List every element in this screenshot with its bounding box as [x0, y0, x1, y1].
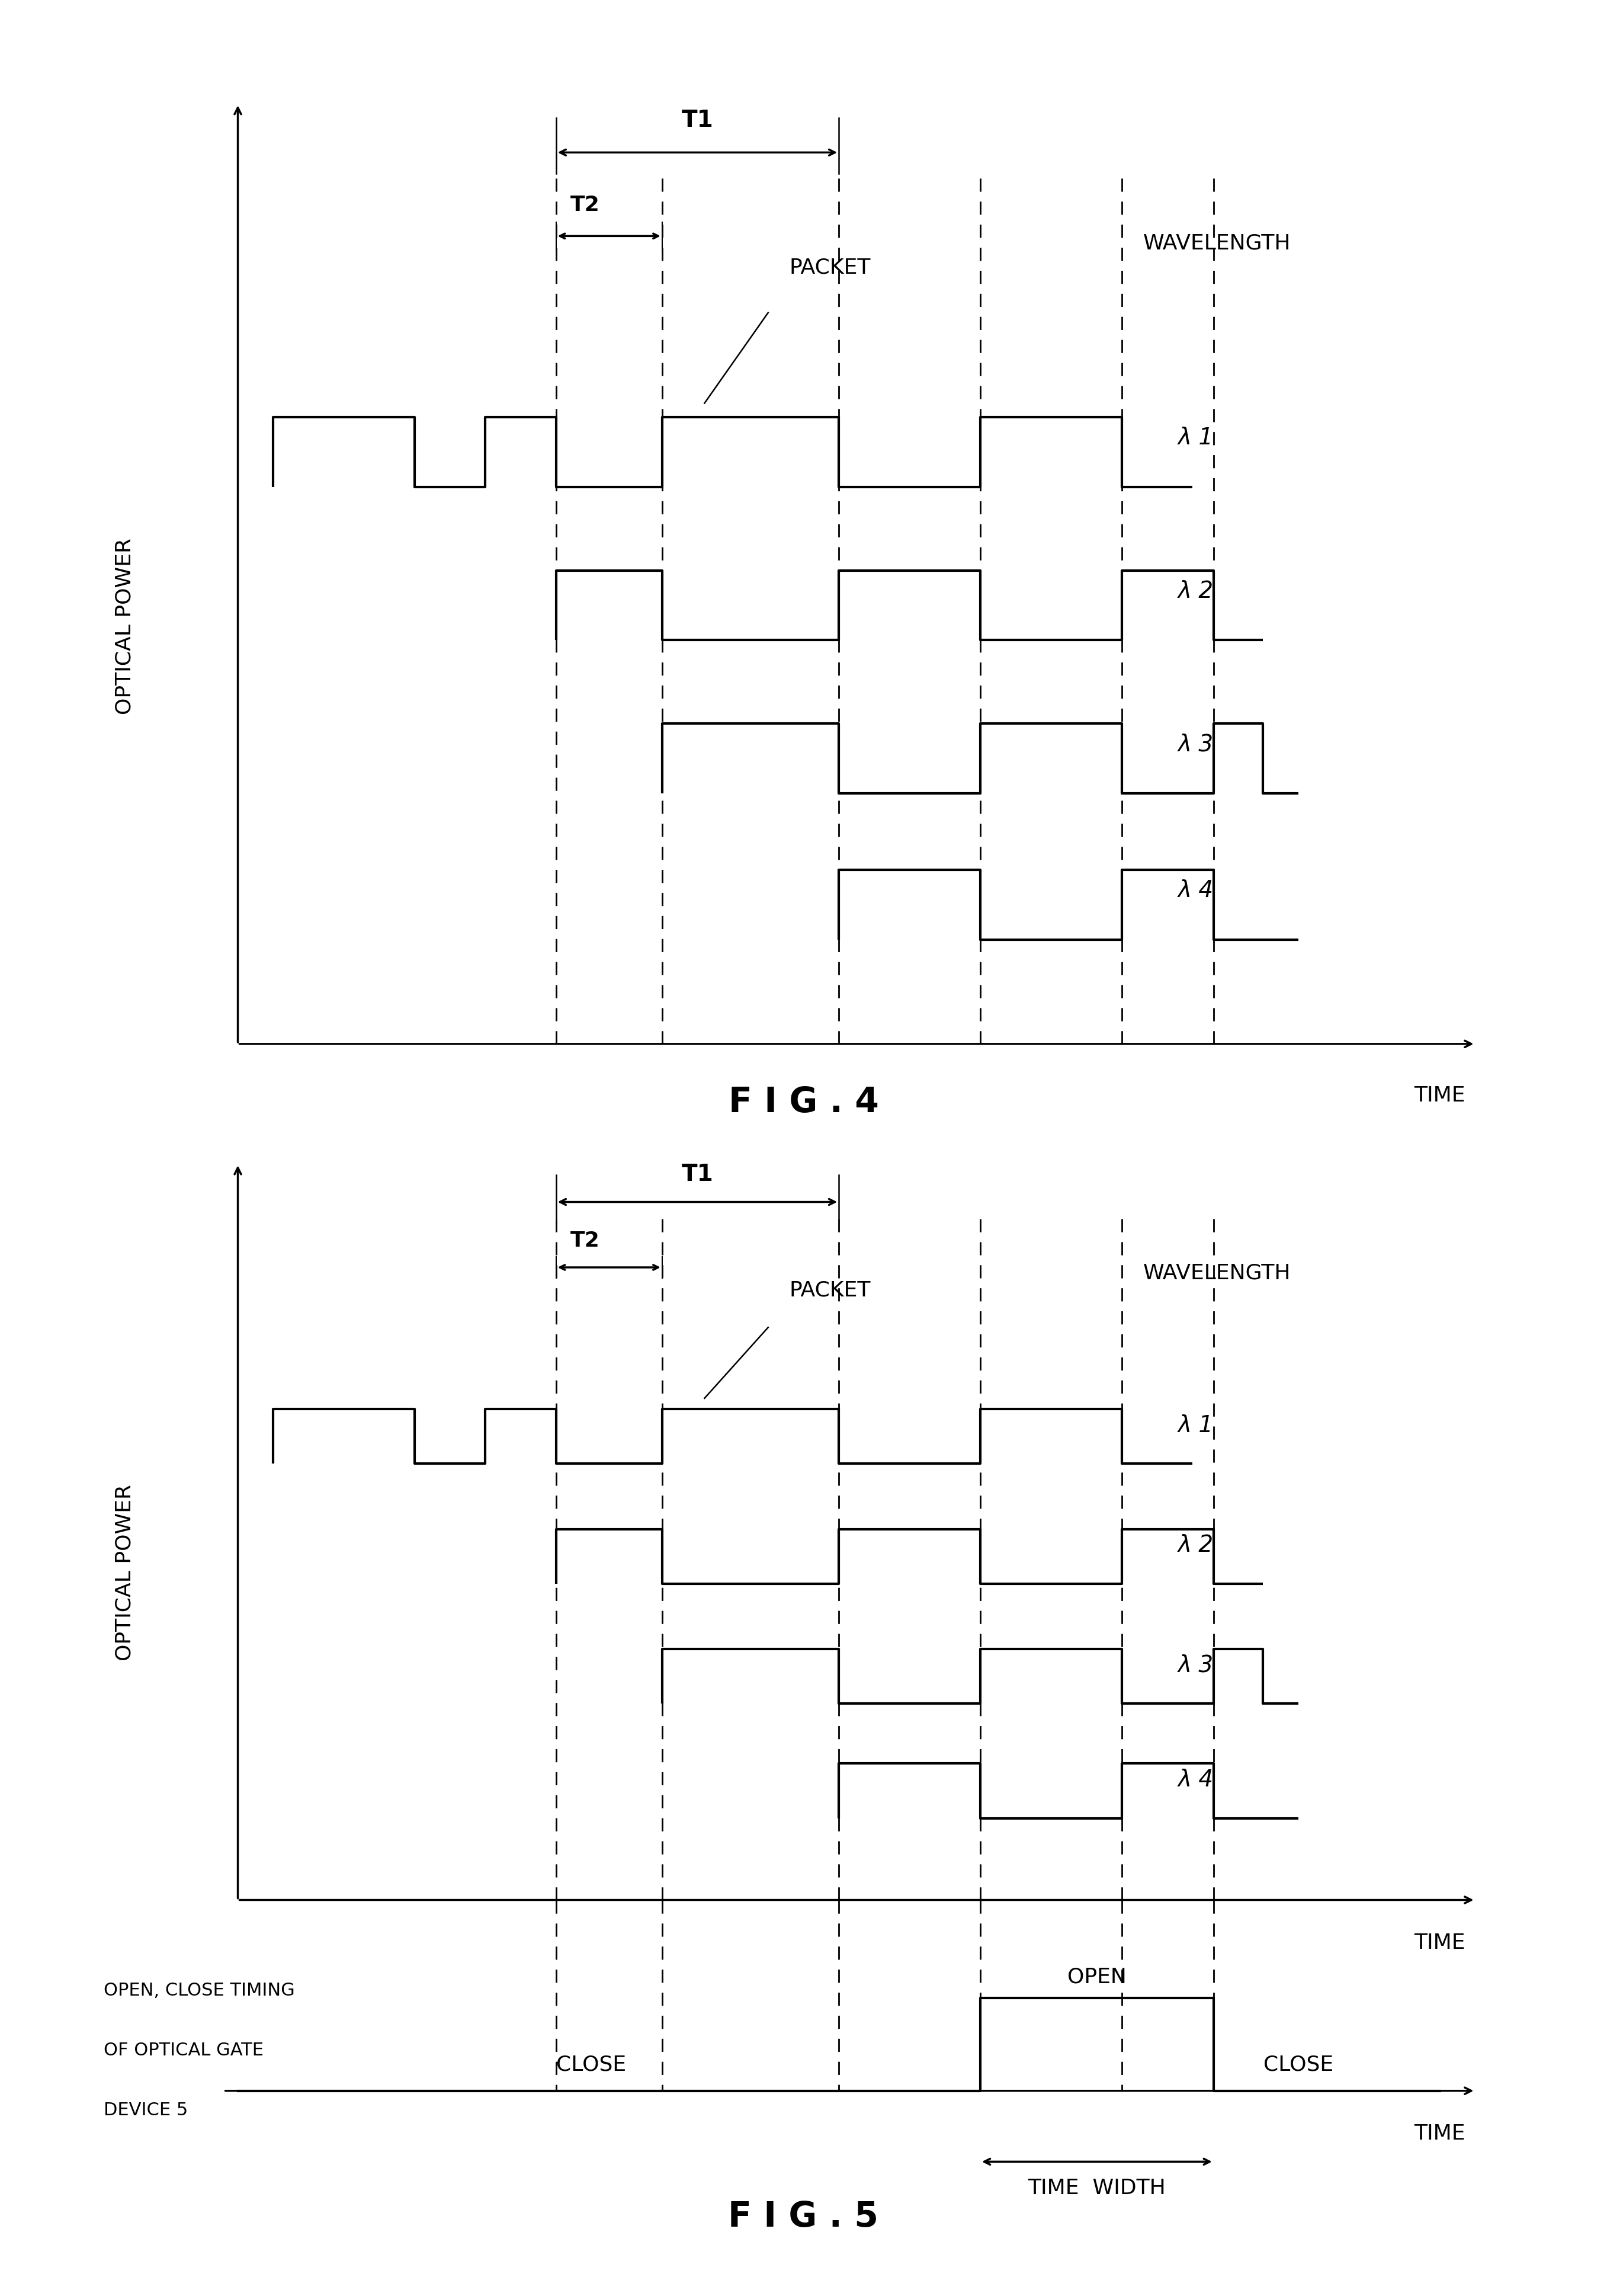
- Text: TIME: TIME: [1414, 1933, 1466, 1954]
- Text: TIME: TIME: [1414, 1086, 1466, 1107]
- Text: F I G . 4: F I G . 4: [728, 1086, 879, 1120]
- Text: DEVICE 5: DEVICE 5: [103, 2101, 188, 2119]
- Text: WAVELENGTH: WAVELENGTH: [1143, 232, 1290, 253]
- Text: λ 2: λ 2: [1178, 1534, 1213, 1557]
- Text: F I G . 5: F I G . 5: [728, 2200, 879, 2234]
- Text: OPEN, CLOSE TIMING: OPEN, CLOSE TIMING: [103, 1981, 294, 2000]
- Text: λ 3: λ 3: [1178, 732, 1213, 755]
- Text: T1: T1: [681, 108, 714, 131]
- Text: PACKET: PACKET: [789, 257, 871, 278]
- Text: OF OPTICAL GATE: OF OPTICAL GATE: [103, 2041, 264, 2060]
- Text: OPTICAL POWER: OPTICAL POWER: [114, 537, 135, 714]
- Text: λ 4: λ 4: [1178, 1768, 1213, 1791]
- Text: CLOSE: CLOSE: [556, 2055, 627, 2076]
- Text: λ 2: λ 2: [1178, 581, 1213, 602]
- Text: T2: T2: [570, 195, 599, 216]
- Text: λ 1: λ 1: [1178, 427, 1213, 450]
- Text: TIME  WIDTH: TIME WIDTH: [1028, 2179, 1165, 2197]
- Text: TIME: TIME: [1414, 2124, 1466, 2144]
- Text: OPTICAL POWER: OPTICAL POWER: [114, 1486, 135, 1660]
- Text: λ 3: λ 3: [1178, 1653, 1213, 1676]
- Text: CLOSE: CLOSE: [1263, 2055, 1334, 2076]
- Text: OPEN: OPEN: [1067, 1968, 1127, 1986]
- Text: λ 4: λ 4: [1178, 879, 1213, 902]
- Text: T1: T1: [681, 1164, 714, 1185]
- Text: λ 1: λ 1: [1178, 1414, 1213, 1437]
- Text: WAVELENGTH: WAVELENGTH: [1143, 1263, 1290, 1283]
- Text: T2: T2: [570, 1231, 599, 1251]
- Text: PACKET: PACKET: [789, 1279, 871, 1300]
